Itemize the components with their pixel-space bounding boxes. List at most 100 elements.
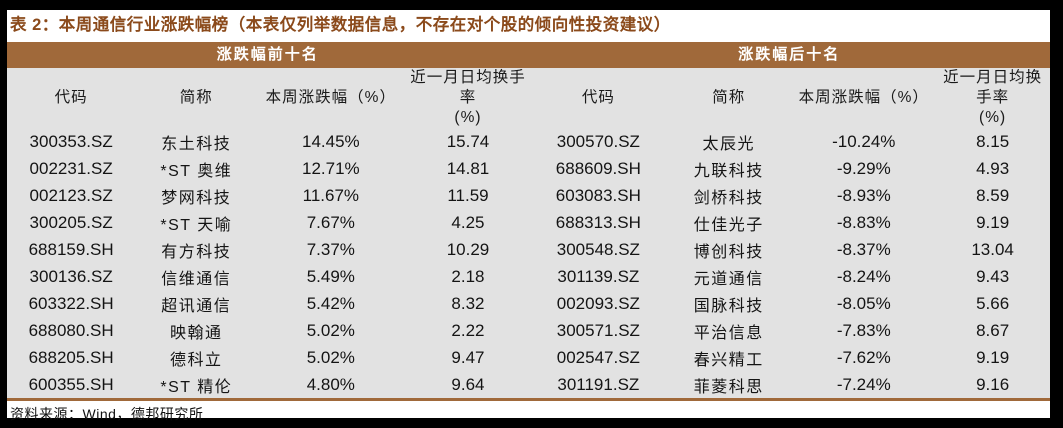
- table-row: 603322.SH 超讯通信 5.42% 8.32 002093.SZ 国脉科技 -8.05…: [7, 290, 1050, 317]
- cell-name: 映翰通: [170, 324, 223, 342]
- cell-turnover: 9.19: [976, 212, 1010, 232]
- cell-name: *ST 奥维: [160, 162, 233, 180]
- cell-change: -8.05%: [836, 293, 891, 313]
- cell-name: 德科立: [170, 351, 223, 369]
- cell-turnover: 4.25: [451, 212, 485, 232]
- cell-turnover: 9.19: [976, 347, 1010, 367]
- cell-name: 国脉科技: [693, 297, 764, 315]
- table-body: 300353.SZ 东土科技 14.45% 15.74 300570.SZ 太辰光 -10.…: [7, 128, 1050, 398]
- cell-name: 超讯通信: [161, 297, 232, 315]
- section-header-band: 涨跌幅前十名 涨跌幅后十名: [7, 42, 1050, 68]
- cell-code: 688080.SH: [28, 320, 114, 340]
- cell-change: -8.83%: [836, 212, 891, 232]
- cell-code: 002231.SZ: [29, 158, 113, 178]
- cell-name: 春兴精工: [693, 351, 764, 369]
- cell-name: *ST 天喻: [160, 216, 233, 234]
- cell-turnover: 2.18: [451, 266, 485, 286]
- cell-turnover: 14.81: [446, 158, 490, 178]
- cell-turnover: 13.04: [971, 239, 1014, 259]
- cell-code: 300353.SZ: [29, 131, 113, 151]
- cell-change: 12.71%: [301, 158, 360, 178]
- cell-name: 九联科技: [693, 162, 764, 180]
- cell-name: 信维通信: [161, 270, 232, 288]
- cell-code: 002547.SZ: [556, 347, 640, 367]
- cell-code: 688609.SH: [555, 158, 641, 178]
- cell-code: 300570.SZ: [556, 131, 640, 151]
- table-figure: 表 2：本周通信行业涨跌幅榜（本表仅列举数据信息，不存在对个股的倾向性投资建议）…: [7, 10, 1050, 422]
- cell-code: 300548.SZ: [556, 239, 640, 259]
- cell-turnover: 8.67: [976, 320, 1010, 340]
- cell-code: 688205.SH: [28, 347, 114, 367]
- cell-code: 301191.SZ: [557, 374, 640, 394]
- table-row: 300136.SZ 信维通信 5.49% 2.18 301139.SZ 元道通信 -8.24…: [7, 263, 1050, 290]
- cell-change: 4.80%: [306, 374, 355, 394]
- cell-code: 301139.SZ: [557, 266, 640, 286]
- cell-code: 300205.SZ: [29, 212, 113, 232]
- table-row: 688080.SH 映翰通 5.02% 2.22 300571.SZ 平治信息 -7.83%…: [7, 317, 1050, 344]
- cell-change: 7.67%: [306, 212, 355, 232]
- bottom-rule: [7, 398, 1050, 401]
- cell-turnover: 9.47: [451, 347, 485, 367]
- cell-turnover: 8.32: [451, 293, 485, 313]
- cell-name: 太辰光: [702, 135, 755, 153]
- cell-turnover: 5.66: [976, 293, 1010, 313]
- cell-change: 5.49%: [306, 266, 355, 286]
- cell-code: 300136.SZ: [29, 266, 113, 286]
- col-header-code: 代码: [581, 89, 615, 106]
- cell-change: -9.29%: [836, 158, 891, 178]
- cell-change: -8.93%: [836, 185, 891, 205]
- table-row: 002231.SZ *ST 奥维 12.71% 14.81 688609.SH 九联科技 -…: [7, 155, 1050, 182]
- table-row: 300353.SZ 东土科技 14.45% 15.74 300570.SZ 太辰光 -10.…: [7, 128, 1050, 155]
- cell-change: -8.24%: [836, 266, 891, 286]
- figure-title: 表 2：本周通信行业涨跌幅榜（本表仅列举数据信息，不存在对个股的倾向性投资建议）: [10, 16, 671, 34]
- cell-name: 仕佳光子: [693, 216, 764, 234]
- cell-change: 5.02%: [306, 347, 355, 367]
- cell-change: 11.67%: [302, 185, 360, 205]
- cell-code: 688159.SH: [28, 239, 114, 259]
- cell-code: 688313.SH: [555, 212, 641, 232]
- cell-name: 梦网科技: [161, 189, 232, 207]
- cell-turnover: 8.15: [976, 131, 1010, 151]
- column-header-row: 代码 简称 本周涨跌幅（%） 近一月日均换手率 (%) 代码 简称 本周涨跌幅（…: [7, 68, 1050, 128]
- cell-turnover: 4.93: [976, 158, 1010, 178]
- table-row: 600355.SH *ST 精伦 4.80% 9.64 301191.SZ 菲菱科思 -7.…: [7, 371, 1050, 398]
- cell-change: -10.24%: [832, 131, 896, 151]
- cell-turnover: 15.74: [446, 131, 490, 151]
- cell-code: 603322.SH: [28, 293, 114, 313]
- col-header-change: 本周涨跌幅（%）: [798, 89, 929, 106]
- cell-turnover: 11.59: [447, 185, 489, 205]
- cell-name: 元道通信: [693, 270, 764, 288]
- cell-turnover: 9.43: [976, 266, 1010, 286]
- cell-turnover: 9.16: [976, 374, 1010, 394]
- table-row: 002123.SZ 梦网科技 11.67% 11.59 603083.SH 剑桥科技 -8.…: [7, 182, 1050, 209]
- cell-turnover: 10.29: [446, 239, 490, 259]
- cell-change: -7.62%: [836, 347, 891, 367]
- cell-change: -8.37%: [836, 239, 891, 259]
- table-row: 688205.SH 德科立 5.02% 9.47 002547.SZ 春兴精工 -7.62%…: [7, 344, 1050, 371]
- col-header-code: 代码: [54, 89, 88, 106]
- cell-change: -7.83%: [836, 320, 891, 340]
- table-row: 300205.SZ *ST 天喻 7.67% 4.25 688313.SH 仕佳光子 -8.…: [7, 209, 1050, 236]
- cell-name: 博创科技: [693, 243, 764, 261]
- cell-change: 5.02%: [306, 320, 355, 340]
- source-note: 资料来源：Wind，德邦研究所: [10, 406, 204, 422]
- cell-change: 5.42%: [306, 293, 355, 313]
- ranking-table: 代码 简称 本周涨跌幅（%） 近一月日均换手率 (%) 代码 简称 本周涨跌幅（…: [7, 68, 1050, 398]
- col-header-turnover: 近一月日均换手率 (%): [410, 69, 526, 126]
- cell-name: *ST 精伦: [160, 378, 233, 396]
- cell-code: 002123.SZ: [29, 185, 113, 205]
- band-label-losers: 涨跌幅后十名: [738, 46, 841, 63]
- col-header-turnover: 近一月日均换手率 (%): [943, 69, 1043, 126]
- cell-change: 7.37%: [306, 239, 355, 259]
- cell-code: 600355.SH: [28, 374, 114, 394]
- cell-code: 603083.SH: [555, 185, 641, 205]
- table-row: 688159.SH 有方科技 7.37% 10.29 300548.SZ 博创科技 -8.3…: [7, 236, 1050, 263]
- col-header-change: 本周涨跌幅（%）: [265, 89, 396, 106]
- cell-name: 东土科技: [161, 135, 232, 153]
- cell-name: 有方科技: [161, 243, 232, 261]
- col-header-name: 简称: [712, 89, 746, 106]
- cell-name: 平治信息: [693, 324, 764, 342]
- cell-turnover: 9.64: [451, 374, 485, 394]
- cell-code: 002093.SZ: [556, 293, 640, 313]
